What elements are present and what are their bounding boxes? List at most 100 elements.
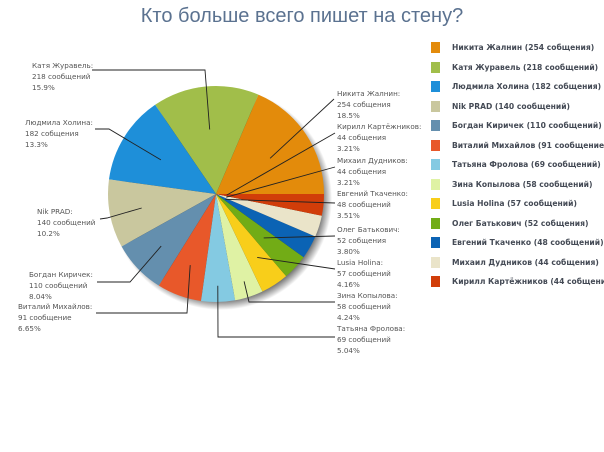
pie-label-evgeny: Евгений Ткаченко: 48 сообщений 3.51% [337, 188, 408, 221]
pie-label-zina: Зина Копылова: 58 сообщений 4.24% [337, 290, 398, 323]
legend-label: Людмила Холина (182 собщения) [452, 82, 602, 92]
label-pct: 10.2% [37, 229, 60, 238]
pie-label-nikprad: Nik PRAD: 140 сообщений 10.2% [37, 206, 95, 239]
pie-slice [216, 194, 287, 292]
pie-label-oleg: Олег Батькович: 52 собщения 3.80% [337, 224, 400, 257]
pie-label-vitaly: Виталий Михайлов: 91 сообщение 6.65% [18, 301, 92, 334]
leader-line [257, 256, 336, 270]
legend-label: Виталий Михайлов (91 сообщение) [452, 140, 604, 150]
label-name: Никита Жалнин: [337, 89, 401, 98]
label-name: Людмила Холина: [25, 118, 93, 127]
label-pct: 13.3% [25, 140, 48, 149]
label-count: 44 собщения [337, 167, 387, 176]
legend-swatch [431, 217, 440, 229]
label-pct: 5.04% [337, 346, 360, 355]
legend-item: Олег Батькович (52 собщения) [431, 214, 604, 234]
legend-item: Михаил Дудников (44 собщения) [431, 253, 604, 273]
label-name: Татьяна Фролова: [337, 324, 406, 333]
leader-lines [92, 69, 336, 338]
label-name: Михаил Дудников: [337, 156, 408, 165]
label-pct: 3.51% [337, 211, 360, 220]
legend-label: Катя Журавель (218 сообщений) [452, 62, 599, 72]
pie-slices [107, 86, 325, 303]
label-count: 44 собщения [337, 133, 387, 142]
legend-swatch [431, 198, 440, 210]
pie-label-lyudmila: Людмила Холина: 182 собщения 13.3% [25, 117, 93, 150]
legend-label: Татьяна Фролова (69 сообщений) [452, 160, 601, 170]
leader-line [263, 235, 336, 239]
label-pct: 6.65% [18, 324, 41, 333]
label-name: Евгений Ткаченко: [337, 189, 408, 198]
legend-swatch [431, 159, 440, 171]
pie-slice [216, 194, 316, 258]
label-name: Катя Журавель: [32, 61, 94, 70]
label-count: 58 сообщений [337, 302, 391, 311]
legend-label: Зина Копылова (58 сообщений) [452, 179, 593, 189]
legend: Никита Жалнин (254 собщения) Катя Журавел… [431, 38, 604, 292]
legend-label: Михаил Дудников (44 собщения) [452, 257, 599, 267]
label-count: 48 сообщений [337, 200, 391, 209]
legend-item: Никита Жалнин (254 собщения) [431, 38, 604, 58]
legend-label: Nik PRAD (140 сообщений) [452, 101, 570, 111]
label-count: 52 собщения [337, 236, 387, 245]
label-name: Зина Копылова: [337, 291, 398, 300]
leader-line [225, 198, 336, 204]
legend-swatch [431, 61, 440, 73]
legend-swatch [431, 100, 440, 112]
pie-label-nikita: Никита Жалнин: 254 собщения 18.5% [337, 88, 400, 121]
leader-line [97, 245, 162, 283]
pie-slice [216, 194, 322, 237]
label-name: Богдан Киричек: [29, 270, 93, 279]
label-pct: 8.04% [29, 292, 52, 301]
pie-slice [121, 194, 216, 286]
pie-slice [216, 194, 325, 216]
legend-item: Катя Журавель (218 сообщений) [431, 58, 604, 78]
legend-label: Никита Жалнин (254 собщения) [452, 43, 595, 53]
legend-swatch [431, 81, 440, 93]
label-count: 218 сообщений [32, 72, 91, 81]
label-pct: 15.9% [32, 83, 55, 92]
label-name: Lusia Holina: [337, 258, 384, 267]
pie-slice [108, 104, 216, 194]
label-count: 91 сообщение [18, 313, 72, 322]
label-pct: 18.5% [337, 111, 360, 120]
pie-label-bogdan: Богдан Киричек: 110 сообщений 8.04% [29, 269, 93, 302]
leader-line [95, 128, 162, 161]
leader-line [217, 285, 335, 338]
pie-slice [216, 194, 263, 301]
pie-label-katya: Катя Журавель: 218 сообщений 15.9% [32, 60, 93, 93]
legend-swatch [431, 42, 440, 54]
legend-item: Татьяна Фролова (69 сообщений) [431, 155, 604, 175]
pie-label-kirill: Кирилл Картёжников: 44 собщения 3.21% [337, 121, 421, 154]
label-name: Nik PRAD: [37, 207, 73, 216]
leader-line [92, 69, 211, 130]
label-name: Олег Батькович: [337, 225, 400, 234]
legend-label: Кирилл Картёжников (44 собщения) [452, 277, 604, 287]
label-name: Виталий Михайлов: [18, 302, 93, 311]
label-pct: 3.21% [337, 144, 360, 153]
label-count: 254 собщения [337, 100, 391, 109]
leader-line [99, 207, 142, 220]
legend-swatch [431, 276, 440, 288]
legend-swatch [431, 139, 440, 151]
legend-item: Lusia Holina (57 сообщений) [431, 194, 604, 214]
pie-slice [158, 194, 216, 301]
leader-line [243, 281, 335, 303]
legend-swatch [431, 256, 440, 268]
legend-item: Богдан Киричек (110 сообщений) [431, 116, 604, 136]
leader-line [269, 98, 335, 159]
legend-item: Кирилл Картёжников (44 собщения) [431, 272, 604, 292]
label-pct: 4.16% [337, 280, 360, 289]
label-count: 182 собщения [25, 129, 79, 138]
legend-swatch [431, 120, 440, 132]
label-count: 110 сообщений [29, 281, 88, 290]
pie-label-lusia: Lusia Holina: 57 сообщений 4.16% [337, 257, 391, 290]
label-count: 140 сообщений [37, 218, 96, 227]
pie-label-mikhail: Михаил Дудников: 44 собщения 3.21% [337, 155, 408, 188]
pie-slice [216, 194, 304, 277]
legend-label: Евгений Ткаченко (48 сообщений) [452, 238, 604, 248]
legend-item: Виталий Михайлов (91 сообщение) [431, 136, 604, 156]
pie-slice [107, 179, 216, 247]
legend-label: Lusia Holina (57 сообщений) [452, 199, 577, 209]
